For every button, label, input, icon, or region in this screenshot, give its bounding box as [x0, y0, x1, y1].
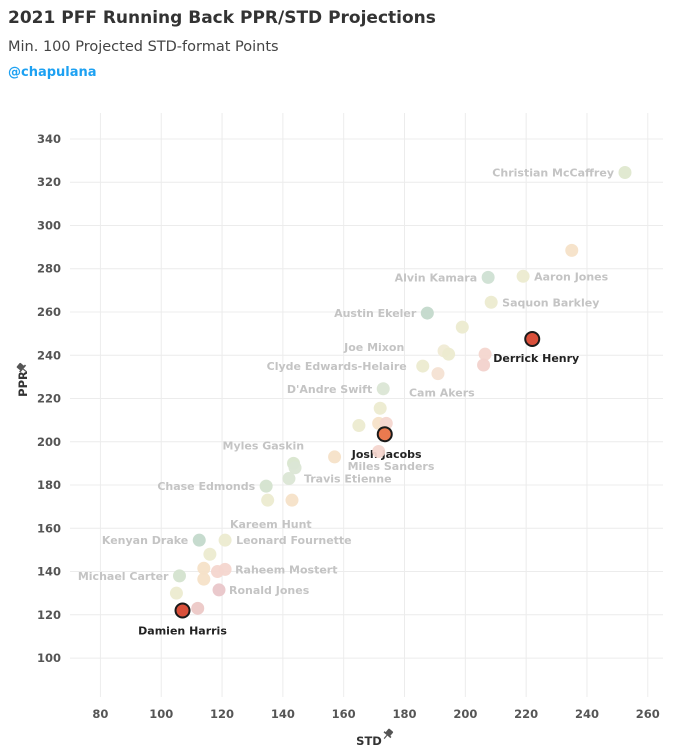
point-label: Myles Gaskin [223, 439, 305, 452]
point-label: Leonard Fournette [236, 534, 352, 547]
x-tick-label: 140 [271, 707, 295, 721]
y-axis-title: PPR [16, 362, 30, 397]
point-label: Austin Ekeler [334, 307, 417, 320]
y-tick-label: 120 [37, 608, 61, 622]
data-point[interactable] [328, 450, 342, 464]
x-ticks: 80 100 120 140 160 180 200 220 240 260 [92, 707, 659, 721]
point-label: Damien Harris [138, 624, 227, 637]
data-point[interactable] [203, 547, 217, 561]
x-tick-label: 260 [636, 707, 660, 721]
point-label: Saquon Barkley [502, 296, 599, 309]
pin-icon [383, 728, 394, 739]
point-label: Clyde Edwards-Helaire [267, 360, 407, 373]
x-tick-label: 240 [575, 707, 599, 721]
point-label: D'Andre Swift [287, 383, 372, 396]
data-point[interactable] [416, 359, 430, 373]
point-label: Alvin Kamara [395, 271, 478, 284]
point-label: Joe Mixon [343, 341, 404, 354]
y-tick-label: 280 [37, 262, 61, 276]
data-point[interactable] [285, 493, 299, 507]
data-point[interactable] [352, 419, 366, 433]
chart-subtitle: Min. 100 Projected STD-format Points [8, 39, 279, 55]
y-tick-label: 260 [37, 305, 61, 319]
data-point[interactable] [192, 533, 206, 547]
point-label: Raheem Mostert [235, 563, 337, 576]
x-tick-label: 80 [92, 707, 108, 721]
data-point[interactable] [172, 569, 186, 583]
y-tick-label: 140 [37, 565, 61, 579]
data-point[interactable] [288, 461, 302, 475]
y-tick-label: 240 [37, 348, 61, 362]
point-label: Miles Sanders [348, 460, 435, 473]
data-point[interactable] [442, 347, 456, 361]
point-label: Christian McCaffrey [492, 166, 614, 179]
data-point[interactable] [212, 583, 226, 597]
point-label: Ronald Jones [229, 584, 310, 597]
data-point[interactable] [477, 358, 491, 372]
data-point[interactable] [169, 586, 183, 600]
data-point[interactable] [373, 401, 387, 415]
points [169, 165, 632, 619]
data-point[interactable] [376, 382, 390, 396]
chart-title: 2021 PFF Running Back PPR/STD Projection… [8, 8, 436, 28]
data-point[interactable] [420, 306, 434, 320]
data-point[interactable] [565, 243, 579, 257]
y-axis-label: PPR [16, 371, 30, 397]
x-tick-label: 120 [210, 707, 234, 721]
y-tick-label: 200 [37, 435, 61, 449]
data-point[interactable] [218, 533, 232, 547]
x-tick-label: 180 [393, 707, 417, 721]
data-point[interactable] [431, 367, 445, 381]
point-label: Josh Jacobs [351, 448, 422, 461]
x-tick-label: 200 [453, 707, 477, 721]
data-point[interactable] [516, 269, 530, 283]
y-tick-label: 320 [37, 175, 61, 189]
point-label: Derrick Henry [493, 352, 579, 365]
data-point[interactable] [618, 165, 632, 179]
x-tick-label: 160 [332, 707, 356, 721]
grid [70, 113, 663, 697]
x-tick-label: 220 [514, 707, 538, 721]
highlight-point[interactable] [376, 426, 393, 443]
x-tick-label: 100 [149, 707, 173, 721]
highlight-point[interactable] [174, 602, 191, 619]
y-tick-label: 160 [37, 521, 61, 535]
y-tick-label: 100 [37, 651, 61, 665]
data-point[interactable] [191, 601, 205, 615]
data-point[interactable] [218, 562, 232, 576]
point-label: Travis Etienne [304, 473, 392, 486]
y-ticks: 100 120 140 160 180 200 220 240 260 280 300 320 340 [37, 132, 61, 665]
point-label: Kenyan Drake [102, 534, 188, 547]
data-point[interactable] [372, 445, 386, 459]
author-handle[interactable]: @chapulana [8, 65, 97, 80]
highlight-point[interactable] [524, 331, 541, 348]
data-point[interactable] [481, 270, 495, 284]
data-point[interactable] [261, 493, 275, 507]
y-tick-label: 220 [37, 392, 61, 406]
point-label: Chase Edmonds [157, 480, 255, 493]
data-point[interactable] [484, 295, 498, 309]
pin-icon [16, 362, 27, 373]
x-axis-label: STD [356, 734, 382, 748]
data-point[interactable] [259, 479, 273, 493]
data-point[interactable] [282, 472, 296, 486]
data-point[interactable] [197, 572, 211, 586]
x-axis-title: STD [356, 728, 394, 748]
point-label: Cam Akers [409, 387, 475, 400]
point-label: Michael Carter [78, 570, 169, 583]
data-point[interactable] [455, 320, 469, 334]
point-label: Kareem Hunt [230, 518, 312, 531]
data-point[interactable] [478, 347, 492, 361]
point-label: Aaron Jones [534, 270, 609, 283]
y-tick-label: 340 [37, 132, 61, 146]
y-tick-label: 180 [37, 478, 61, 492]
data-point[interactable] [197, 561, 211, 575]
y-tick-label: 300 [37, 218, 61, 232]
point-labels: Christian McCaffrey Aaron Jones Alvin Kama… [78, 166, 614, 637]
